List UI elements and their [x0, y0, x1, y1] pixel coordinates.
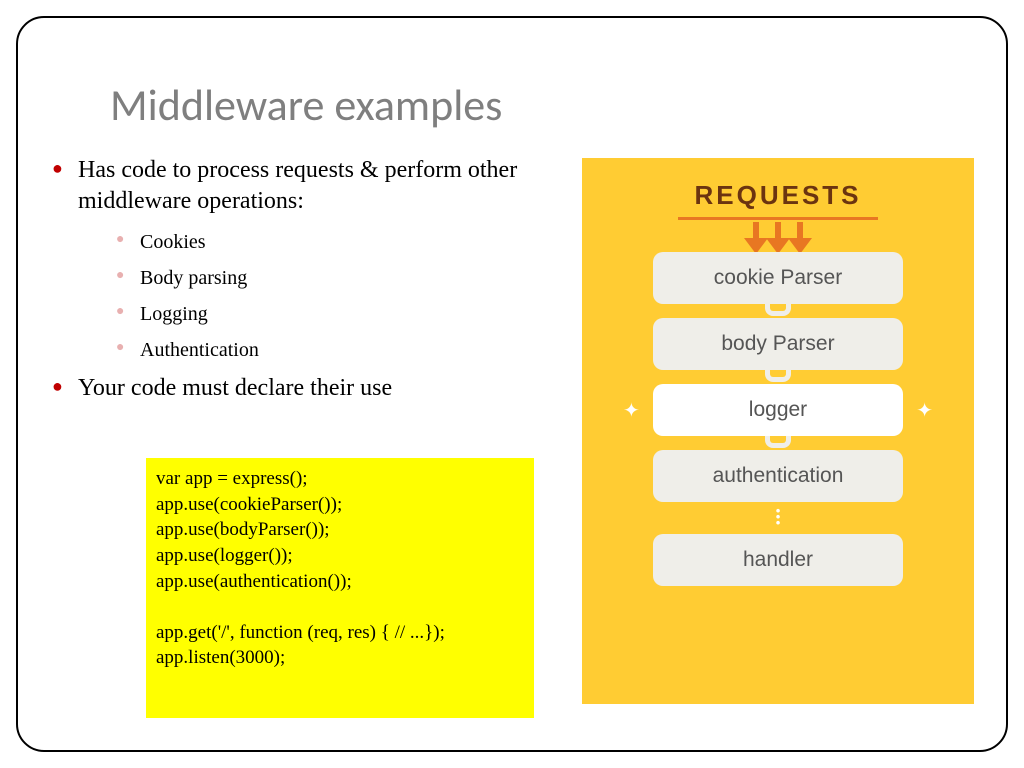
- mw-node-authentication: authentication: [653, 450, 903, 502]
- middleware-diagram: REQUESTS cookie Parser body Parser ✦ log…: [582, 158, 974, 704]
- connector-icon: [763, 370, 793, 384]
- diagram-header-underline: [678, 217, 878, 220]
- bullet-text: Has code to process requests & perform o…: [78, 157, 517, 214]
- ellipsis-icon: ···: [774, 508, 781, 526]
- sparkle-icon: ✦: [623, 398, 640, 423]
- middleware-stack: cookie Parser body Parser ✦ logger ✦ aut…: [582, 252, 974, 586]
- slide-title: Middleware examples: [110, 78, 502, 132]
- connector-icon: [763, 304, 793, 318]
- mw-node-label: logger: [749, 398, 807, 422]
- sub-bullet-body-parsing: Body parsing: [114, 265, 548, 291]
- content-area: Has code to process requests & perform o…: [48, 155, 548, 413]
- sparkle-icon: ✦: [916, 398, 933, 423]
- mw-node-handler: handler: [653, 534, 903, 586]
- connector-icon: [763, 436, 793, 450]
- bullet-item-1: Has code to process requests & perform o…: [48, 155, 548, 363]
- bullet-list-level1: Has code to process requests & perform o…: [48, 155, 548, 405]
- diagram-header: REQUESTS: [582, 180, 974, 211]
- sub-bullet-logging: Logging: [114, 301, 548, 327]
- mw-node-cookie-parser: cookie Parser: [653, 252, 903, 304]
- code-snippet: var app = express(); app.use(cookieParse…: [146, 458, 534, 718]
- mw-node-body-parser: body Parser: [653, 318, 903, 370]
- sub-bullet-cookies: Cookies: [114, 229, 548, 255]
- mw-node-logger: ✦ logger ✦: [653, 384, 903, 436]
- bullet-item-2: Your code must declare their use: [48, 373, 548, 404]
- bullet-list-level2: Cookies Body parsing Logging Authenticat…: [114, 229, 548, 363]
- sub-bullet-authentication: Authentication: [114, 337, 548, 363]
